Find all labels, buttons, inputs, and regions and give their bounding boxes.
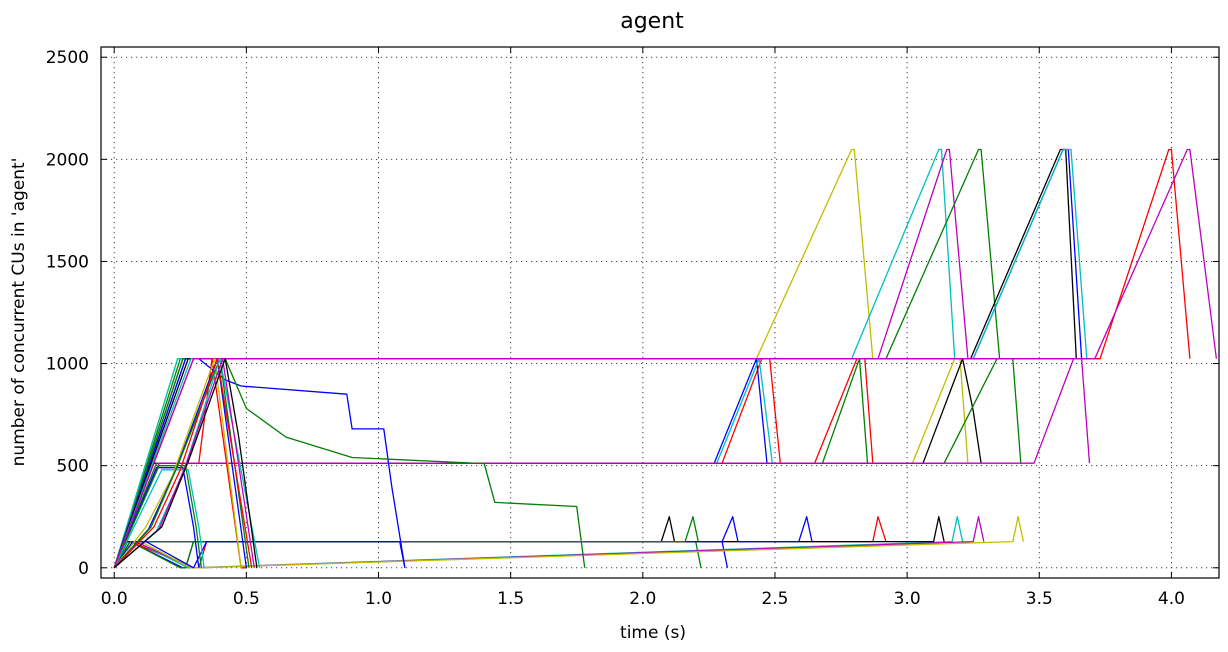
series-line-40 <box>113 358 258 569</box>
x-tick-label: 0.5 <box>233 589 260 609</box>
x-tick-label: 2.0 <box>629 589 656 609</box>
series-line-8 <box>113 516 699 569</box>
x-tick-label: 3.5 <box>1026 589 1053 609</box>
x-tick-label: 4.0 <box>1158 589 1185 609</box>
series-line-20 <box>113 467 200 569</box>
x-axis-label: time (s) <box>620 623 686 643</box>
y-tick-label: 500 <box>57 457 89 477</box>
grid-lines <box>101 47 1219 578</box>
x-tick-label: 2.5 <box>761 589 788 609</box>
series-line-33 <box>113 148 1218 569</box>
plot-frame <box>100 46 1220 579</box>
series-line-22 <box>113 469 205 569</box>
axis-ticks: 0.0 0.5 1.0 1.5 2.0 2.5 3.0 3.5 4.0 0 500 1000 1500 2… <box>46 47 1219 609</box>
y-tick-label: 2500 <box>46 48 89 68</box>
y-tick-label: 1000 <box>46 355 89 375</box>
y-tick-label: 0 <box>78 559 89 579</box>
y-axis-label: number of concurrent CUs in 'agent' <box>9 158 29 467</box>
series-line-37 <box>113 358 253 569</box>
series-layer <box>113 148 1218 569</box>
series-line-9 <box>113 540 406 569</box>
x-tick-label: 1.5 <box>497 589 524 609</box>
y-tick-label: 2000 <box>46 150 89 170</box>
x-tick-label: 1.0 <box>365 589 392 609</box>
y-tick-label: 1500 <box>46 252 89 272</box>
x-tick-label: 3.0 <box>894 589 921 609</box>
series-line-36 <box>113 358 250 569</box>
x-tick-label: 0.0 <box>101 589 128 609</box>
chart-title: agent <box>620 9 684 34</box>
